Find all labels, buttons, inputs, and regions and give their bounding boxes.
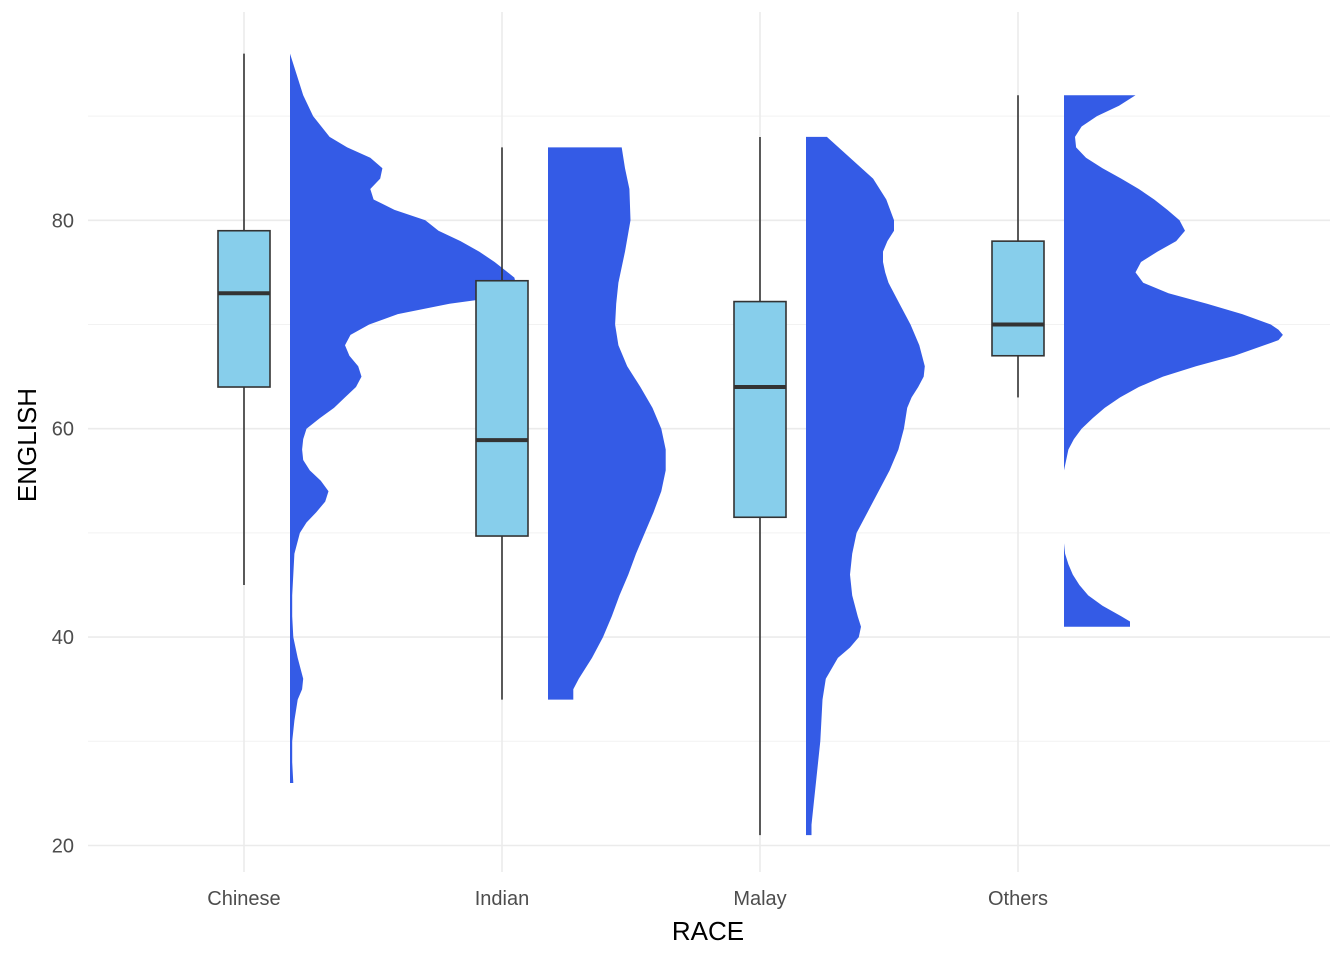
density-curves (290, 53, 1283, 836)
x-tick-label: Indian (475, 888, 530, 910)
grid (88, 12, 1330, 872)
y-tick-label: 20 (52, 836, 74, 858)
density-curve-indian (548, 147, 666, 700)
density-curve-malay (806, 136, 925, 836)
y-tick-label: 80 (52, 210, 74, 232)
x-axis-title: RACE (672, 916, 744, 946)
y-axis-title: ENGLISH (12, 388, 42, 502)
y-tick-label: 60 (52, 419, 74, 441)
density-curve-chinese (290, 53, 516, 784)
box-chinese (217, 229, 271, 388)
x-tick-label: Chinese (207, 888, 280, 910)
box-others (991, 240, 1045, 357)
density-curve-others (1064, 95, 1283, 627)
x-tick-labels: Chinese Indian Malay Others (207, 888, 1048, 910)
x-tick-label: Malay (733, 888, 786, 910)
x-tick-label: Others (988, 888, 1048, 910)
box-malay (733, 300, 787, 519)
boxplots (217, 53, 1045, 836)
box-indian (475, 279, 529, 537)
y-tick-labels: 20 40 60 80 (52, 210, 74, 857)
y-tick-label: 40 (52, 627, 74, 649)
